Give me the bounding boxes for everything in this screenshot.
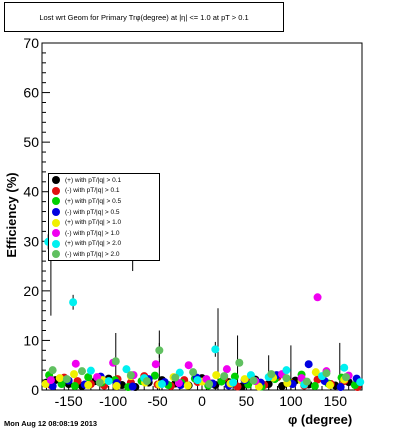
x-tick-label: 50 bbox=[239, 393, 255, 409]
legend-entry: (-) with pT/|q| > 2.0 bbox=[52, 249, 156, 260]
data-point bbox=[311, 368, 320, 377]
legend-label: (-) with pT/|q| > 0.1 bbox=[65, 187, 120, 195]
data-point bbox=[212, 371, 221, 380]
data-point bbox=[229, 378, 238, 387]
legend-label: (-) with pT/|q| > 0.5 bbox=[65, 208, 120, 216]
legend-marker bbox=[52, 218, 60, 227]
y-tick-label: 20 bbox=[23, 283, 39, 299]
legend-marker bbox=[52, 186, 60, 195]
legend: (+) with pT/|q| > 0.1 (-) with pT/|q| > 0… bbox=[48, 173, 160, 261]
data-point bbox=[84, 381, 93, 390]
data-point bbox=[71, 359, 80, 368]
legend-marker bbox=[52, 176, 60, 185]
data-point bbox=[326, 381, 334, 390]
data-point bbox=[111, 357, 120, 366]
data-point bbox=[304, 360, 313, 369]
y-tick-label: 10 bbox=[23, 332, 39, 348]
legend-marker bbox=[52, 229, 60, 238]
data-point bbox=[86, 366, 95, 375]
x-tick-label: 0 bbox=[198, 393, 206, 409]
data-point bbox=[193, 376, 202, 385]
legend-label: (+) with pT/|q| > 1.0 bbox=[65, 219, 122, 227]
x-tick-label: 150 bbox=[324, 393, 348, 409]
data-point bbox=[302, 377, 311, 386]
data-point bbox=[189, 368, 198, 377]
legend-entry: (-) with pT/|q| > 1.0 bbox=[52, 228, 156, 239]
data-point bbox=[126, 371, 135, 380]
data-point bbox=[48, 366, 57, 375]
data-point bbox=[142, 377, 151, 386]
data-point bbox=[310, 382, 319, 391]
data-point bbox=[155, 346, 164, 355]
data-point bbox=[205, 380, 214, 389]
legend-marker bbox=[52, 250, 60, 259]
data-point bbox=[183, 381, 192, 390]
data-point bbox=[356, 378, 365, 387]
timestamp: Mon Aug 12 08:08:19 2013 bbox=[4, 419, 98, 428]
data-point bbox=[46, 376, 55, 385]
legend-entry: (+) with pT/|q| > 2.0 bbox=[52, 239, 156, 250]
legend-marker bbox=[52, 208, 60, 217]
legend-marker bbox=[52, 197, 60, 206]
y-tick-label: 0 bbox=[31, 382, 39, 398]
data-point bbox=[128, 382, 137, 391]
x-tick-label: -50 bbox=[147, 393, 167, 409]
legend-entry: (+) with pT/|q| > 0.1 bbox=[52, 175, 156, 186]
data-point bbox=[267, 370, 276, 379]
x-tick-label: -100 bbox=[99, 393, 127, 409]
data-point bbox=[282, 366, 291, 375]
data-point bbox=[342, 373, 350, 382]
data-point bbox=[220, 372, 229, 381]
data-point bbox=[249, 376, 258, 385]
data-point bbox=[62, 375, 71, 384]
legend-entry: (+) with pT/|q| > 0.5 bbox=[52, 196, 156, 207]
legend-marker bbox=[52, 239, 60, 248]
data-point bbox=[70, 382, 79, 391]
legend-entry: (+) with pT/|q| > 1.0 bbox=[52, 217, 156, 228]
data-point bbox=[84, 373, 93, 382]
data-point bbox=[78, 367, 86, 376]
legend-entry: (-) with pT/|q| > 0.5 bbox=[52, 207, 156, 218]
data-point bbox=[122, 365, 131, 374]
y-tick-label: 40 bbox=[23, 184, 39, 200]
legend-entry: (-) with pT/|q| > 0.1 bbox=[52, 186, 156, 197]
legend-label: (+) with pT/|q| > 0.5 bbox=[65, 197, 122, 205]
legend-label: (-) with pT/|q| > 1.0 bbox=[65, 229, 120, 237]
data-point bbox=[222, 365, 231, 374]
legend-label: (+) with pT/|q| > 0.1 bbox=[65, 176, 122, 184]
legend-label: (+) with pT/|q| > 2.0 bbox=[65, 240, 122, 248]
data-point bbox=[211, 345, 220, 354]
data-point bbox=[70, 370, 78, 379]
data-point bbox=[240, 375, 249, 384]
data-point bbox=[69, 298, 78, 307]
y-tick-label: 60 bbox=[23, 85, 39, 101]
legend-label: (-) with pT/|q| > 2.0 bbox=[65, 250, 120, 258]
y-tick-label: 70 bbox=[23, 35, 39, 51]
data-point bbox=[151, 360, 160, 369]
x-tick-label: -150 bbox=[55, 393, 83, 409]
y-tick-label: 30 bbox=[23, 233, 39, 249]
data-point bbox=[171, 373, 180, 382]
data-point bbox=[112, 382, 121, 391]
data-point bbox=[55, 374, 64, 383]
data-point bbox=[104, 377, 113, 386]
data-point bbox=[95, 378, 104, 387]
y-tick-label: 50 bbox=[23, 134, 39, 150]
data-point bbox=[235, 358, 244, 367]
data-point bbox=[158, 380, 166, 389]
y-axis-label: Efficiency (%) bbox=[4, 172, 19, 258]
data-point bbox=[150, 371, 159, 380]
chart-title: Lost wrt Geom for Primary Trφ(degree) at… bbox=[4, 2, 284, 32]
data-point bbox=[184, 361, 193, 370]
data-point bbox=[282, 374, 291, 383]
data-point bbox=[322, 369, 331, 378]
x-axis-label: φ (degree) bbox=[288, 412, 353, 427]
x-tick-label: 100 bbox=[279, 393, 303, 409]
data-point bbox=[340, 363, 349, 372]
data-point bbox=[336, 383, 345, 392]
data-point bbox=[313, 293, 322, 302]
